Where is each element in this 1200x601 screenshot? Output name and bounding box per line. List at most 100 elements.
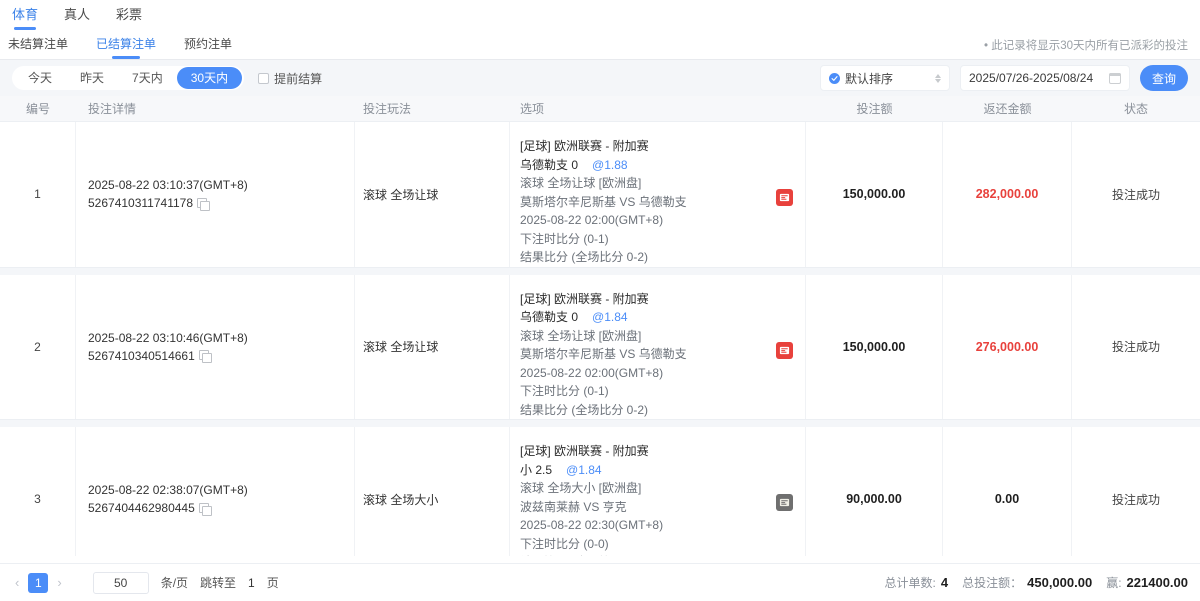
bet-state: 投注成功 — [1111, 187, 1160, 202]
kickoff-time: 2025-08-22 02:30(GMT+8) — [520, 518, 664, 532]
row-no-value: 1 — [34, 187, 41, 202]
bet-amount: 150,000.00 — [842, 187, 906, 202]
table-row: 1 2025-08-22 03:10:37(GMT+8) 52674103117… — [0, 122, 1200, 268]
chevron-updown-icon — [935, 73, 941, 83]
tab-lottery-label: 彩票 — [116, 7, 143, 22]
cell-play: 滚球 全场让球 — [355, 274, 510, 419]
bet-amount: 90,000.00 — [846, 492, 902, 507]
range-today[interactable]: 今天 — [28, 71, 53, 85]
tab-unsettled-bets[interactable]: 未结算注单 — [4, 35, 72, 60]
cell-state: 投注成功 — [1072, 122, 1200, 267]
tab-settled-bets[interactable]: 已结算注单 — [92, 35, 160, 60]
total-count-label: 总计单数: — [884, 576, 936, 590]
return-amount: 276,000.00 — [975, 339, 1039, 354]
league-name: [足球] 欧洲联赛 - 附加赛 — [520, 444, 649, 458]
table-footer: ‹ 1 › 50 条/页 跳转至 1 页 总计单数: 4 总投注额： 450,000… — [0, 563, 1200, 601]
cell-option: [足球] 欧洲联赛 - 附加赛 乌德勒支 0 @1.84 滚球 全场让球 [欧洲盘… — [510, 274, 806, 419]
return-amount: 282,000.00 — [975, 187, 1039, 202]
tab-sports[interactable]: 体育 — [12, 4, 38, 30]
page-size-select[interactable]: 50 — [92, 571, 149, 594]
return-amount: 0.00 — [994, 492, 1020, 507]
early-settlement-checkbox[interactable]: 提前结算 — [258, 70, 322, 87]
win-value: 221400.00 — [1126, 575, 1188, 590]
bet-odds: @1.84 — [566, 462, 602, 477]
prev-page-button[interactable]: ‹ — [15, 575, 20, 590]
cell-detail: 2025-08-22 03:10:37(GMT+8) 5267410311741… — [76, 122, 355, 267]
search-button[interactable]: 查询 — [1140, 65, 1188, 91]
copy-icon[interactable] — [197, 197, 210, 211]
header-state: 状态 — [1123, 102, 1148, 116]
match-name: 波兹南莱赫 VS 亨克 — [520, 499, 627, 514]
bet-status-tabbar: 未结算注单 已结算注单 预约注单 • 此记录将显示30天内所有已派彩的投注 — [0, 30, 1200, 60]
row-no-value: 3 — [34, 492, 41, 507]
sort-select[interactable]: 默认排序 — [820, 65, 950, 91]
tab-unsettled-bets-label: 未结算注单 — [8, 36, 69, 51]
records-notice: • 此记录将显示30天内所有已派彩的投注 — [983, 39, 1188, 52]
tab-live-casino[interactable]: 真人 — [64, 4, 90, 30]
total-stake-value: 450,000.00 — [1027, 575, 1093, 590]
cell-amount: 90,000.00 — [806, 427, 943, 556]
match-name: 莫斯塔尔辛尼斯基 VS 乌德勒支 — [520, 194, 687, 209]
market-name: 滚球 全场让球 [欧洲盘] — [520, 176, 642, 190]
bet-time: 2025-08-22 03:10:37(GMT+8) — [88, 178, 248, 193]
bet-state: 投注成功 — [1111, 492, 1160, 507]
bet-id-row: 5267404462980445 — [88, 499, 248, 517]
filter-bar: 今天 昨天 7天内 30天内 提前结算 默认排序 2025/07/26-2025… — [0, 60, 1200, 96]
tab-sports-label: 体育 — [12, 7, 39, 22]
win-label: 赢: — [1106, 576, 1122, 590]
table-row: 2 2025-08-22 03:10:46(GMT+8) 52674103405… — [0, 267, 1200, 420]
range-7days[interactable]: 7天内 — [132, 71, 163, 85]
range-yesterday[interactable]: 昨天 — [80, 71, 105, 85]
table-row: 3 2025-08-22 02:38:07(GMT+8) 52674044629… — [0, 420, 1200, 556]
cell-play: 滚球 全场让球 — [355, 122, 510, 267]
bet-id: 5267410311741178 — [88, 196, 193, 211]
match-name: 莫斯塔尔辛尼斯基 VS 乌德勒支 — [520, 347, 687, 361]
total-count-value: 4 — [940, 575, 949, 590]
page-1-button[interactable]: 1 — [28, 572, 49, 593]
result-score: 结果比分 (全场比分 0-2) — [520, 250, 649, 264]
table-body: 1 2025-08-22 03:10:37(GMT+8) 52674103117… — [0, 122, 1200, 556]
market-name: 滚球 全场让球 [欧洲盘] — [520, 328, 642, 343]
bet-time-score: 下注时比分 (0-1) — [520, 231, 609, 246]
play-type: 滚球 全场大小 — [363, 492, 439, 507]
bets-table: 编号 投注详情 投注玩法 选项 投注额 返还金额 状态 1 2025-08-22… — [0, 96, 1200, 556]
bet-odds: @1.88 — [592, 157, 628, 172]
tab-settled-bets-label: 已结算注单 — [96, 36, 157, 51]
filter-right-group: 默认排序 2025/07/26-2025/08/24 查询 — [820, 65, 1188, 91]
bet-amount: 150,000.00 — [842, 339, 906, 354]
header-detail: 投注详情 — [88, 102, 137, 116]
cell-state: 投注成功 — [1072, 427, 1200, 556]
table-header-row: 编号 投注详情 投注玩法 选项 投注额 返还金额 状态 — [0, 96, 1200, 122]
date-range-input[interactable]: 2025/07/26-2025/08/24 — [960, 65, 1130, 91]
bet-state: 投注成功 — [1111, 340, 1160, 355]
range-30days[interactable]: 30天内 — [176, 67, 243, 89]
sort-select-value: 默认排序 — [845, 71, 894, 86]
cell-no: 3 — [0, 427, 76, 556]
next-page-button[interactable]: › — [57, 575, 62, 590]
product-tabs: 体育 真人 彩票 — [0, 0, 1200, 30]
tab-reserved-bets-label: 预约注单 — [184, 36, 233, 51]
copy-icon[interactable] — [198, 350, 212, 364]
bet-pick: 小 2.5 — [520, 462, 553, 477]
tab-lottery[interactable]: 彩票 — [116, 4, 142, 30]
jump-page-input[interactable]: 1 — [248, 575, 255, 590]
copy-icon[interactable] — [198, 502, 212, 516]
header-play: 投注玩法 — [363, 102, 412, 116]
bet-time-score: 下注时比分 (0-1) — [520, 384, 609, 398]
bet-id-row: 5267410311741178 — [88, 194, 248, 212]
row-no-value: 2 — [34, 339, 41, 354]
page-size-unit: 条/页 — [160, 576, 189, 590]
league-name: [足球] 欧洲联赛 - 附加赛 — [520, 291, 649, 306]
play-type: 滚球 全场让球 — [363, 187, 439, 202]
soccer-badge-icon — [776, 189, 793, 206]
result-score: 结果比分 (全场比分 1-5) — [520, 553, 772, 556]
total-stake-label: 总投注额： — [962, 576, 1023, 590]
cell-detail: 2025-08-22 02:38:07(GMT+8) 5267404462980… — [76, 427, 355, 556]
market-name: 滚球 全场大小 [欧洲盘] — [520, 481, 642, 495]
filter-left-group: 今天 昨天 7天内 30天内 提前结算 — [12, 66, 322, 90]
total-count: 总计单数: 4 — [885, 574, 949, 591]
checkbox-icon — [258, 72, 270, 84]
tab-reserved-bets[interactable]: 预约注单 — [180, 35, 236, 60]
play-type: 滚球 全场让球 — [363, 340, 439, 355]
